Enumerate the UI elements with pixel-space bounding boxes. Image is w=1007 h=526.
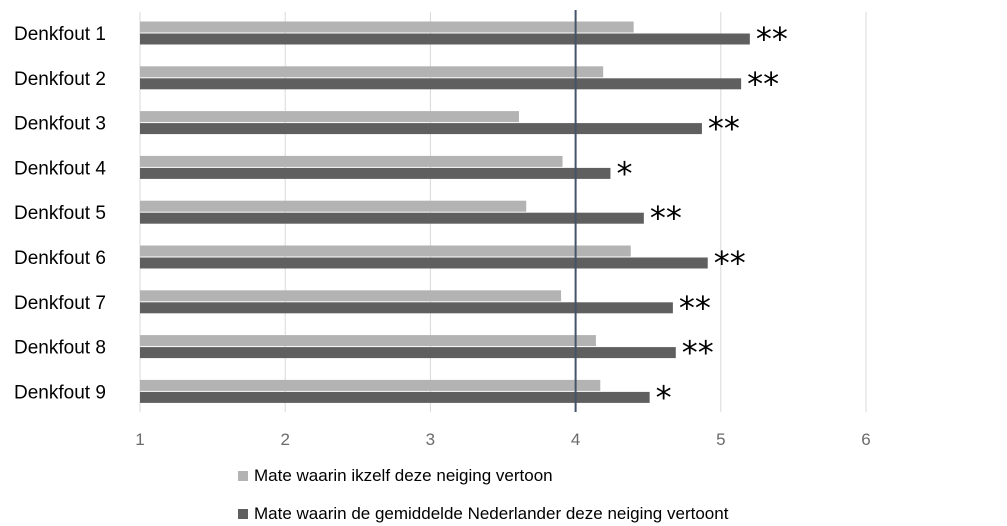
bar <box>140 123 702 134</box>
x-tick-label: 6 <box>861 430 870 449</box>
significance-label: ** <box>708 110 740 148</box>
bar <box>140 78 741 89</box>
category-label: Denkfout 6 <box>14 248 106 269</box>
significance-label: ** <box>756 20 788 58</box>
category-label: Denkfout 2 <box>14 69 106 90</box>
x-tick-labels: 1 2 3 4 5 6 <box>135 430 870 449</box>
category-labels: Denkfout 1 Denkfout 2 Denkfout 3 Denkfout 4… <box>14 24 106 403</box>
legend-label: Mate waarin ikzelf deze neiging vertoon <box>254 466 553 485</box>
x-tick-label: 5 <box>716 430 725 449</box>
bar <box>140 335 596 346</box>
x-tick-label: 4 <box>571 430 580 449</box>
legend-label: Mate waarin de gemiddelde Nederlander de… <box>254 504 729 523</box>
category-label: Denkfout 4 <box>14 158 106 179</box>
bar <box>140 213 644 224</box>
bar <box>140 380 600 391</box>
bar <box>140 290 561 301</box>
significance-label: * <box>656 378 672 416</box>
significance-label: ** <box>714 244 746 282</box>
x-tick-label: 2 <box>280 430 289 449</box>
category-label: Denkfout 8 <box>14 338 106 359</box>
bar <box>140 22 634 33</box>
significance-label: * <box>616 154 632 192</box>
significance-label: ** <box>679 289 711 327</box>
bar <box>140 111 519 122</box>
significance-label: ** <box>682 334 714 372</box>
significance-label: ** <box>650 199 682 237</box>
bar <box>140 201 526 212</box>
bar <box>140 302 673 313</box>
bar <box>140 156 563 167</box>
legend: Mate waarin ikzelf deze neiging vertoon M… <box>238 466 729 523</box>
category-label: Denkfout 1 <box>14 24 106 45</box>
x-tick-label: 1 <box>135 430 144 449</box>
category-label: Denkfout 9 <box>14 382 106 403</box>
category-label: Denkfout 3 <box>14 114 106 135</box>
category-label: Denkfout 7 <box>14 293 106 314</box>
x-tick-label: 3 <box>426 430 435 449</box>
bar <box>140 34 750 45</box>
legend-swatch <box>238 509 248 519</box>
bar <box>140 258 708 269</box>
bar <box>140 66 603 77</box>
category-label: Denkfout 5 <box>14 203 106 224</box>
legend-swatch <box>238 471 248 481</box>
bar <box>140 168 610 179</box>
significance-label: ** <box>747 65 779 103</box>
bar <box>140 246 631 257</box>
bar <box>140 392 650 403</box>
bar <box>140 347 676 358</box>
